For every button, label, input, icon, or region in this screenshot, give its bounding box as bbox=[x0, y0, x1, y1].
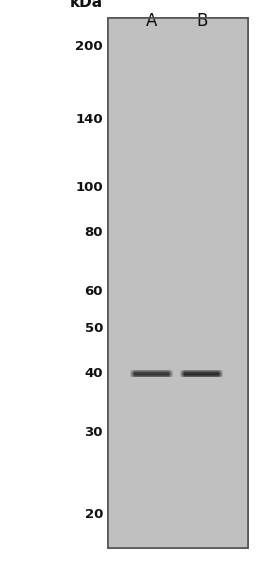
Text: kDa: kDa bbox=[70, 0, 103, 10]
Text: 140: 140 bbox=[75, 112, 103, 125]
Text: 200: 200 bbox=[75, 40, 103, 53]
Text: 20: 20 bbox=[85, 509, 103, 522]
Text: 80: 80 bbox=[84, 226, 103, 239]
Text: 60: 60 bbox=[84, 285, 103, 298]
Bar bbox=[108, 18, 248, 548]
Bar bbox=[108, 18, 248, 548]
Text: 30: 30 bbox=[84, 426, 103, 439]
Text: A: A bbox=[146, 12, 158, 30]
Text: 50: 50 bbox=[85, 322, 103, 335]
Text: 100: 100 bbox=[75, 181, 103, 194]
Text: 40: 40 bbox=[84, 367, 103, 380]
Text: B: B bbox=[196, 12, 208, 30]
